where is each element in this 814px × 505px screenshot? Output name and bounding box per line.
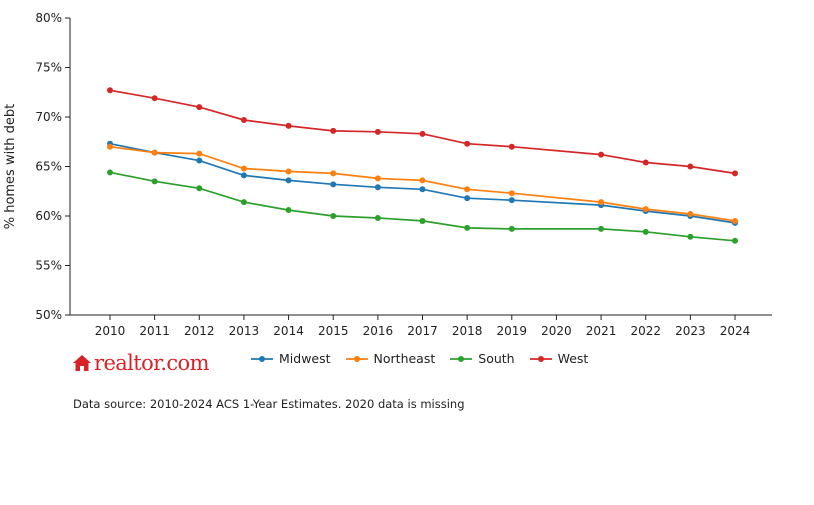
x-tick-label: 2019 [497, 324, 528, 338]
data-point-south [508, 225, 515, 232]
data-point-northeast [687, 211, 694, 218]
house-icon [73, 355, 91, 371]
legend-label-west: West [557, 351, 589, 366]
legend-item-south: South [449, 351, 515, 366]
data-point-west [196, 104, 203, 111]
data-point-northeast [464, 186, 471, 193]
data-point-west [419, 130, 426, 137]
data-point-midwest [330, 181, 337, 188]
legend-label-midwest: Midwest [279, 351, 331, 366]
series-line-northeast [109, 145, 736, 222]
legend-item-west: West [529, 351, 589, 366]
series-line-south [109, 171, 736, 242]
data-point-west [285, 122, 292, 129]
data-point-northeast [642, 206, 649, 213]
legend-label-south: South [478, 351, 515, 366]
x-tick-label: 2021 [586, 324, 617, 338]
x-tick-label: 2023 [675, 324, 706, 338]
data-point-northeast [374, 175, 381, 182]
logo-text: realtor.com [94, 351, 210, 375]
data-point-west [374, 128, 381, 135]
data-point-northeast [196, 150, 203, 157]
data-point-south [107, 169, 113, 176]
data-point-northeast [240, 165, 247, 172]
series-line-west [109, 89, 736, 175]
series-line-midwest [109, 142, 736, 224]
data-point-midwest [196, 157, 203, 164]
data-point-west [107, 87, 113, 94]
x-tick-label: 2014 [273, 324, 304, 338]
data-point-south [285, 207, 292, 214]
data-point-west [642, 159, 649, 166]
data-point-south [374, 214, 381, 221]
x-tick-label: 2012 [184, 324, 215, 338]
legend-swatch-south [450, 355, 473, 362]
data-point-west [240, 116, 247, 123]
x-tick-label: 2011 [139, 324, 170, 338]
data-point-west [151, 95, 158, 102]
data-point-south [464, 224, 471, 231]
y-tick-label: 75% [35, 61, 62, 75]
data-point-midwest [508, 197, 515, 204]
data-point-south [196, 185, 203, 192]
data-point-south [240, 199, 247, 206]
data-point-northeast [419, 177, 426, 184]
x-tick-label: 2016 [363, 324, 394, 338]
realtor-logo: realtor.com [72, 351, 210, 375]
x-tick-label: 2018 [452, 324, 483, 338]
data-point-west [508, 143, 515, 150]
data-point-west [687, 163, 694, 170]
data-point-south [419, 217, 426, 224]
x-tick-label: 2015 [318, 324, 349, 338]
data-point-northeast [330, 170, 337, 177]
y-tick-label: 65% [35, 160, 62, 174]
legend-swatch-west [529, 355, 552, 362]
y-tick-label: 80% [35, 11, 62, 25]
legend-item-midwest: Midwest [250, 351, 331, 366]
data-point-midwest [374, 184, 381, 191]
legend-swatch-northeast [345, 355, 368, 362]
y-tick-label: 70% [35, 110, 62, 124]
legend-swatch-midwest [251, 355, 273, 362]
x-tick-label: 2013 [229, 324, 260, 338]
data-point-south [732, 237, 738, 244]
x-tick-label: 2020 [541, 324, 572, 338]
source-note: Data source: 2010-2024 ACS 1-Year Estima… [73, 397, 465, 411]
x-tick-label: 2024 [720, 324, 751, 338]
x-tick-label: 2017 [407, 324, 438, 338]
legend-item-northeast: Northeast [345, 351, 436, 366]
data-point-northeast [508, 190, 515, 197]
x-tick-label: 2010 [95, 324, 126, 338]
legend-label-northeast: Northeast [373, 351, 436, 366]
data-point-midwest [419, 186, 426, 193]
data-point-midwest [464, 195, 471, 202]
data-point-west [598, 151, 605, 158]
y-tick-label: 50% [35, 308, 62, 322]
data-point-south [330, 213, 337, 219]
data-point-south [598, 225, 605, 232]
data-point-northeast [732, 217, 738, 224]
data-point-midwest [285, 177, 292, 184]
data-point-midwest [240, 172, 247, 179]
legend: Midwest Northeast South West [250, 351, 588, 366]
data-point-west [464, 140, 471, 147]
data-point-west [330, 127, 337, 134]
data-point-south [642, 228, 649, 235]
data-point-northeast [598, 199, 605, 206]
y-tick-label: 55% [35, 259, 62, 273]
y-tick-label: 60% [35, 209, 62, 223]
data-point-northeast [107, 143, 113, 150]
data-point-west [732, 170, 738, 177]
data-point-northeast [285, 168, 292, 175]
data-point-south [687, 233, 694, 240]
data-point-northeast [151, 149, 158, 156]
x-tick-label: 2022 [630, 324, 661, 338]
y-axis-title: % homes with debt [3, 104, 18, 230]
data-point-south [151, 178, 158, 185]
